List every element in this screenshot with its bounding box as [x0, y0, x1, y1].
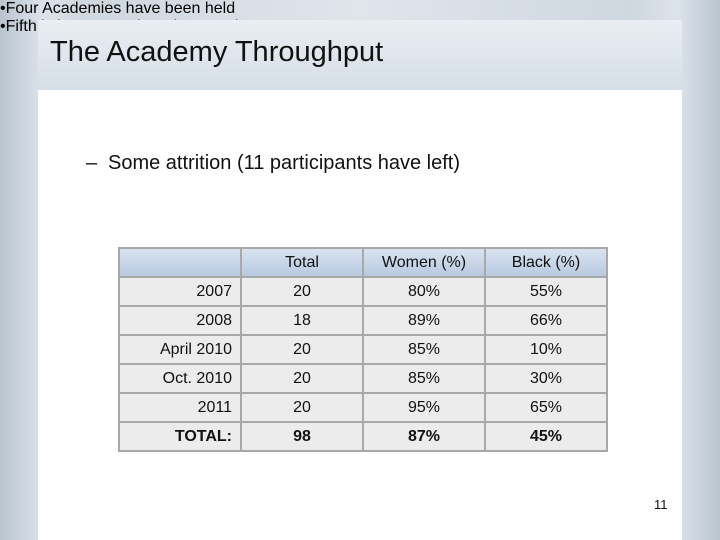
table-cell: 85% — [362, 334, 486, 365]
sub-dash: – — [86, 152, 98, 174]
table-row: 2007 20 80% 55% — [118, 276, 608, 307]
table-cell: 20 — [240, 392, 364, 423]
bullet-dot: • — [0, 18, 6, 35]
table-cell: 89% — [362, 305, 486, 336]
table-row: Oct. 2010 20 85% 30% — [118, 363, 608, 394]
column-header: Women (%) — [362, 247, 486, 278]
row-label: 2011 — [118, 392, 242, 423]
row-label: TOTAL: — [118, 421, 242, 452]
row-label: April 2010 — [118, 334, 242, 365]
table-cell: 65% — [484, 392, 608, 423]
column-header: Total — [240, 247, 364, 278]
table-row: TOTAL: 98 87% 45% — [118, 421, 608, 452]
corner-cell — [118, 247, 242, 278]
header-row: Total Women (%) Black (%) — [118, 247, 608, 278]
table-cell: 85% — [362, 363, 486, 394]
sub-bullet: – Some attrition (11 participants have le… — [86, 152, 460, 175]
table-row: 2011 20 95% 65% — [118, 392, 608, 423]
table-cell: 95% — [362, 392, 486, 423]
column-header: Black (%) — [484, 247, 608, 278]
row-label: 2008 — [118, 305, 242, 336]
page-number: 11 — [654, 497, 668, 512]
table-cell: 55% — [484, 276, 608, 307]
row-label: 2007 — [118, 276, 242, 307]
data-table: Total Women (%) Black (%) 2007 20 80% 55% 2008… — [118, 247, 608, 452]
table-row: April 2010 20 85% 10% — [118, 334, 608, 365]
bullet-text: Four Academies have been held — [5, 0, 236, 17]
table-cell: 18 — [240, 305, 364, 336]
slide-title: The Academy Throughput — [50, 36, 384, 68]
table-body: 2007 20 80% 55% 2008 18 89% 66% April 2010 20 85% 1… — [118, 276, 608, 452]
row-label: Oct. 2010 — [118, 363, 242, 394]
bullet-dot: • — [0, 0, 6, 17]
table-cell: 80% — [362, 276, 486, 307]
table-cell: 20 — [240, 363, 364, 394]
table-row: 2008 18 89% 66% — [118, 305, 608, 336]
table-cell: 45% — [484, 421, 608, 452]
table-cell: 20 — [240, 334, 364, 365]
title-bar — [38, 20, 682, 90]
table-cell: 20 — [240, 276, 364, 307]
bullet: •Four Academies have been held — [0, 0, 720, 18]
sub-text: Some attrition (11 participants have lef… — [108, 152, 461, 174]
table-cell: 98 — [240, 421, 364, 452]
table-cell: 10% — [484, 334, 608, 365]
table-cell: 87% — [362, 421, 486, 452]
table-cell: 66% — [484, 305, 608, 336]
table-cell: 30% — [484, 363, 608, 394]
